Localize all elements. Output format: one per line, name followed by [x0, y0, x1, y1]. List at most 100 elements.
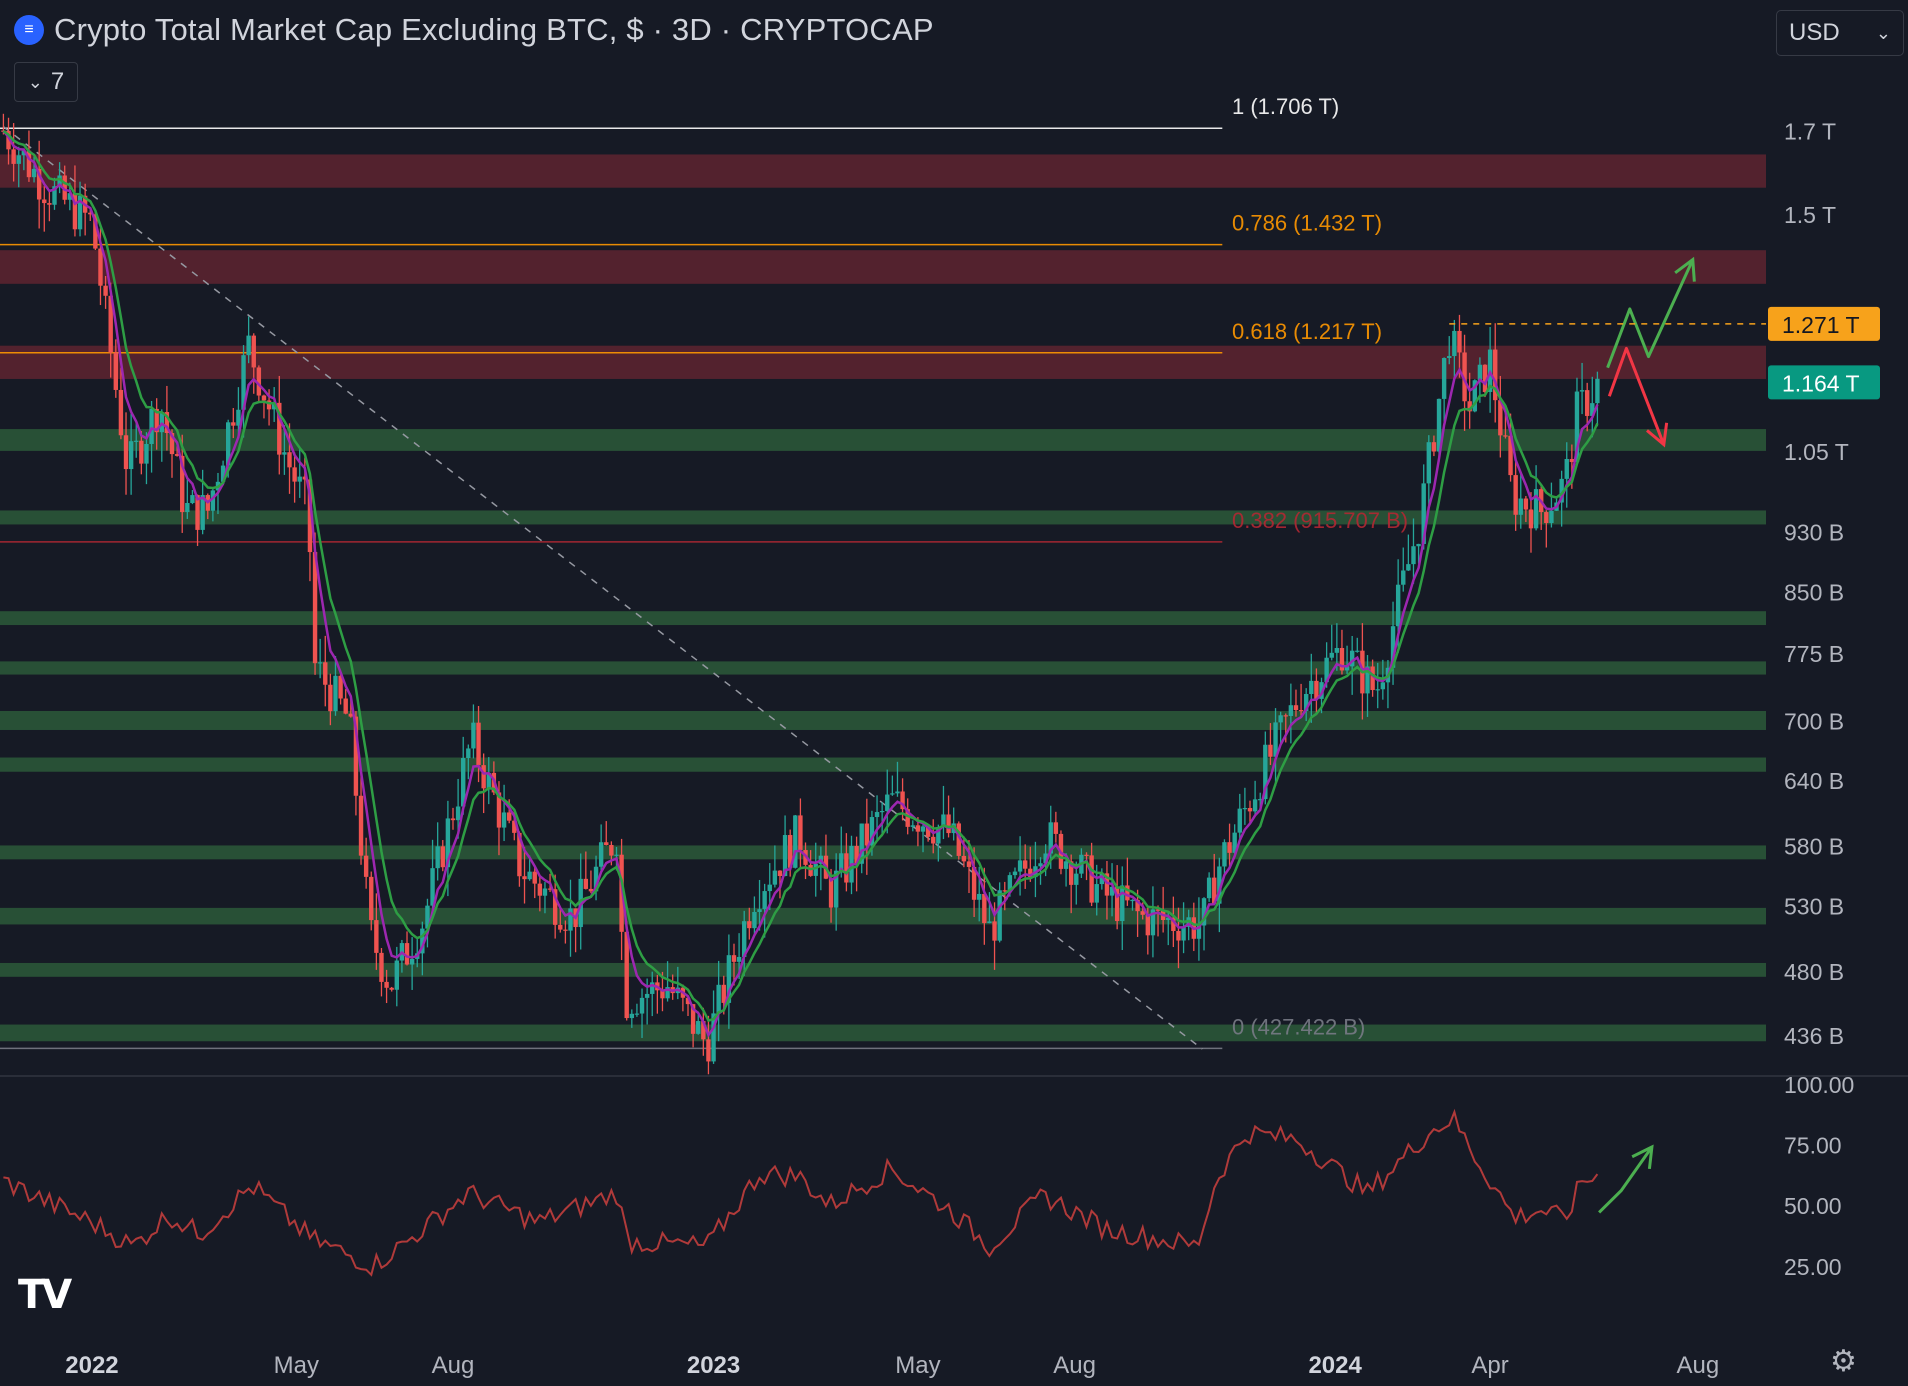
price-tick-label: 1.05 T	[1784, 439, 1849, 465]
candle-body	[450, 818, 456, 821]
candle-body	[1574, 391, 1580, 463]
candle-body	[634, 1013, 640, 1015]
candle-body	[358, 795, 364, 856]
candle-body	[1528, 509, 1534, 529]
candle-body	[1002, 890, 1007, 892]
candles-layer	[1, 113, 1600, 1075]
candle-body	[409, 958, 415, 965]
candle-body	[982, 893, 987, 924]
candle-body	[292, 467, 297, 482]
rsi-tick-label: 100.00	[1784, 1072, 1854, 1098]
candle-body	[1140, 911, 1145, 915]
candle-body	[1493, 349, 1498, 401]
candle-body	[363, 855, 369, 877]
candle-body	[1038, 863, 1043, 867]
rsi-tick-label: 25.00	[1784, 1254, 1842, 1280]
candle-body	[1498, 400, 1503, 436]
candle-body	[1447, 356, 1452, 359]
candle-body	[639, 997, 645, 1014]
candle-body	[971, 866, 977, 900]
candle-body	[486, 772, 491, 789]
candle-body	[430, 868, 435, 906]
candle-body	[1549, 510, 1554, 523]
candle-body	[716, 984, 721, 1014]
resistance-zone	[0, 154, 1766, 188]
candle-body	[297, 476, 302, 482]
candle-body	[16, 155, 21, 164]
fib-label: 0.618 (1.217 T)	[1232, 319, 1382, 344]
support-zone	[0, 611, 1766, 626]
time-axis[interactable]: 2022 May Aug 2023 May Aug 2024 Apr Aug	[65, 1352, 1719, 1379]
settings-gear-icon[interactable]: ⚙	[1830, 1345, 1857, 1378]
candle-body	[690, 1004, 696, 1034]
candle-body	[123, 435, 129, 470]
candle-body	[558, 924, 563, 930]
candle-body	[261, 395, 267, 401]
candle-body	[1477, 364, 1483, 381]
candle-body	[476, 722, 481, 766]
tradingview-logo: TV	[18, 1272, 72, 1318]
candle-body	[1048, 822, 1053, 854]
price-tick-label: 775 B	[1784, 641, 1844, 667]
candle-body	[369, 876, 374, 921]
fibonacci-lines: 1 (1.706 T) 0.786 (1.432 T) 0.618 (1.217 T…	[0, 94, 1408, 1050]
candle-body	[149, 408, 154, 444]
support-zone	[0, 510, 1766, 525]
candle-body	[1431, 442, 1437, 452]
candle-body	[1595, 378, 1600, 404]
candle-body	[925, 826, 931, 837]
candle-body	[1303, 693, 1309, 712]
candle-body	[527, 871, 532, 880]
candle-body	[813, 863, 818, 876]
candle-body	[1375, 689, 1380, 691]
candle-body	[767, 884, 772, 892]
candle-body	[757, 909, 762, 912]
trendline	[2, 126, 1203, 1050]
price-tag-label: 1.271 T	[1782, 312, 1860, 338]
indicator-toggle-button[interactable]: ⌄ 7	[14, 62, 78, 102]
candle-body	[588, 888, 594, 892]
candle-body	[1028, 868, 1033, 878]
candle-body	[1242, 808, 1248, 810]
candle-body	[220, 465, 226, 482]
indicator-count: 7	[50, 68, 65, 95]
candle-body	[706, 1039, 711, 1062]
candle-body	[328, 684, 333, 712]
candle-body	[287, 452, 292, 468]
candle-body	[445, 818, 451, 868]
candle-body	[992, 921, 997, 941]
candle-body	[1063, 861, 1069, 869]
rsi-line	[3, 1108, 1599, 1277]
candle-body	[236, 409, 241, 426]
price-tick-label: 436 B	[1784, 1023, 1844, 1049]
candle-body	[864, 823, 870, 846]
candle-body	[1416, 543, 1421, 547]
candle-body	[1171, 917, 1176, 931]
candle-body	[614, 854, 619, 856]
chart-title: Crypto Total Market Cap Excluding BTC, $…	[54, 12, 934, 47]
candle-body	[828, 878, 834, 908]
candle-body	[1457, 330, 1462, 353]
candle-body	[1365, 666, 1370, 694]
candle-body	[1482, 364, 1488, 392]
candle-body	[1109, 886, 1115, 896]
price-tick-label: 850 B	[1784, 579, 1844, 605]
candle-body	[987, 921, 992, 924]
candle-body	[6, 131, 11, 150]
candle-body	[1426, 442, 1432, 484]
currency-select[interactable]: USD ⌄	[1776, 10, 1904, 56]
candle-body	[1344, 666, 1350, 671]
bearish-projection-arrow	[1607, 346, 1666, 446]
candle-body	[997, 890, 1002, 941]
candle-body	[1099, 873, 1105, 885]
price-axis[interactable]: 1.7 T 1.5 T 1.05 T 930 B 850 B 775 B 700 B 640 …	[1784, 119, 1849, 1050]
support-zone	[0, 907, 1766, 925]
fib-label: 0.786 (1.432 T)	[1232, 211, 1382, 236]
candle-body	[1329, 652, 1334, 658]
candle-body	[915, 825, 921, 832]
candle-body	[629, 1013, 635, 1019]
candle-body	[440, 846, 445, 868]
candle-body	[52, 186, 57, 205]
candle-body	[466, 748, 471, 759]
